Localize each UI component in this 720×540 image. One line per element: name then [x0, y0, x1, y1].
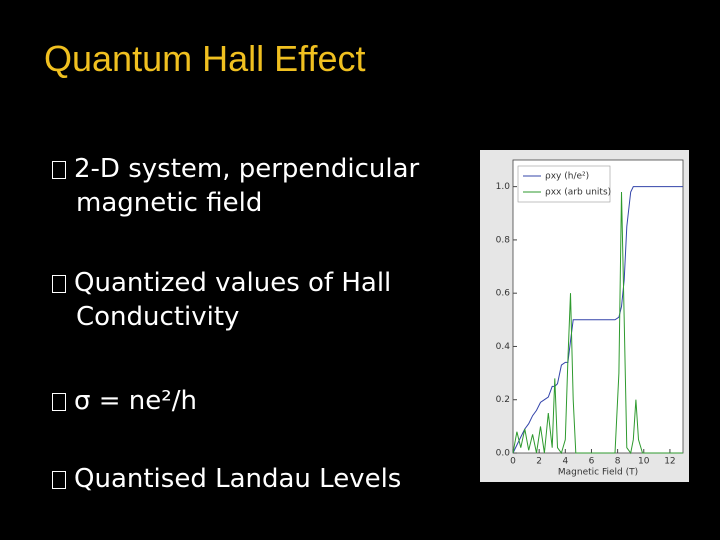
x-tick-label: 2: [536, 457, 542, 467]
x-tick-label: 10: [638, 457, 650, 467]
y-tick-label: 1.0: [496, 182, 511, 192]
series-line: [512, 191, 683, 455]
plot-area: [512, 159, 684, 454]
bullet: 2-D system, perpendicular magnetic field: [52, 152, 476, 220]
x-tick-label: 8: [615, 457, 621, 467]
x-tick-label: 0: [510, 457, 516, 467]
y-tick-label: 0.6: [496, 289, 511, 299]
chart: 0.0 0.2 0.4 0.6 0.8 1.0 0 2 4 6 8 10 12 Magnetic Fiel…: [480, 150, 689, 482]
y-tick-label: 0.2: [496, 395, 510, 405]
x-tick-label: 4: [562, 457, 568, 467]
legend-label: ρxy (h/e²): [545, 172, 589, 182]
bullet-text: 2-D system, perpendicular magnetic field: [74, 154, 420, 218]
y-tick-label: 0.8: [496, 235, 511, 245]
legend-label: ρxx (arb units): [545, 188, 611, 198]
y-tick-label: 0.4: [496, 342, 511, 352]
bullet-text: Quantized values of Hall Conductivity: [74, 268, 392, 332]
y-tick-label: 0.0: [496, 449, 511, 459]
bullet-text: Quantised Landau Levels: [74, 464, 402, 494]
series-line: [512, 186, 683, 454]
bullet: Quantized values of Hall Conductivity: [52, 266, 476, 334]
bullet-text: σ = ne²/h: [74, 386, 197, 416]
x-axis-label: Magnetic Field (T): [558, 468, 638, 478]
x-tick-label: 6: [589, 457, 595, 467]
legend-box: [517, 165, 611, 203]
slide-title: Quantum Hall Effect: [44, 38, 366, 79]
bullet: σ = ne²/h: [52, 384, 476, 418]
bullet: Quantised Landau Levels: [52, 462, 476, 496]
x-tick-label: 12: [664, 457, 675, 467]
